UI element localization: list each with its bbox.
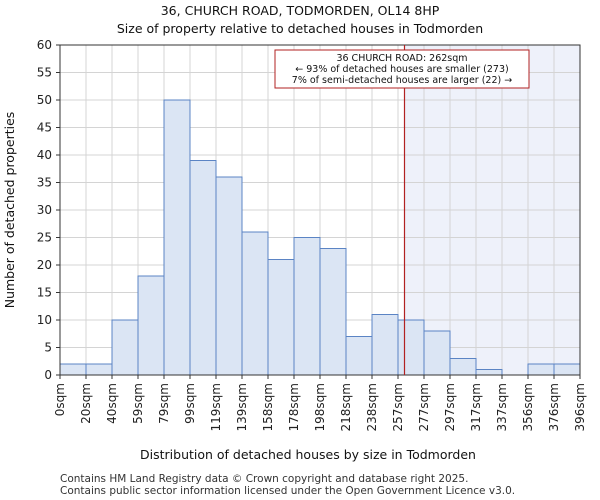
y-tick-label: 45 [37, 121, 52, 135]
y-tick-label: 10 [37, 313, 52, 327]
x-tick-label: 218sqm [339, 383, 353, 431]
y-tick-label: 20 [37, 258, 52, 272]
footer-line-2: Contains public sector information licen… [60, 485, 515, 497]
y-tick-label: 40 [37, 148, 52, 162]
x-tick-label: 238sqm [365, 383, 379, 431]
chart-title: 36, CHURCH ROAD, TODMORDEN, OL14 8HP [161, 3, 440, 18]
bar [527, 363, 555, 376]
x-tick-label: 79sqm [157, 383, 171, 424]
y-tick-label: 55 [37, 66, 52, 80]
x-tick-label: 376sqm [547, 383, 561, 431]
bar [397, 319, 425, 376]
x-tick-label: 119sqm [209, 383, 223, 431]
bar [241, 231, 269, 376]
bar [267, 259, 295, 376]
x-tick-label: 158sqm [261, 383, 275, 431]
bar [319, 248, 347, 376]
y-tick-label: 0 [44, 368, 52, 382]
bar [85, 363, 113, 376]
bar [137, 275, 165, 376]
x-tick-label: 40sqm [105, 383, 119, 424]
footer-line-1: Contains HM Land Registry data © Crown c… [60, 473, 468, 485]
x-tick-label: 59sqm [131, 383, 145, 424]
x-tick-label: 257sqm [391, 383, 405, 431]
x-tick-label: 356sqm [521, 383, 535, 431]
plot-area: 0 5 10 15 20 25 30 35 40 45 50 55 60 0sqm 20sqm 40sqm 59… [37, 38, 587, 431]
bar [371, 314, 399, 376]
y-tick-label: 25 [37, 231, 52, 245]
x-tick-label: 139sqm [235, 383, 249, 431]
bar [345, 336, 373, 376]
x-tick-label: 317sqm [469, 383, 483, 431]
x-tick-label: 396sqm [573, 383, 587, 431]
x-tick-label: 337sqm [495, 383, 509, 431]
annotation-line-1: 36 CHURCH ROAD: 262sqm [336, 53, 467, 64]
x-tick-label: 178sqm [287, 383, 301, 431]
x-tick-label: 20sqm [79, 383, 93, 424]
bar [449, 358, 477, 376]
bar [111, 319, 139, 376]
bar [59, 363, 87, 376]
x-tick-label: 297sqm [443, 383, 457, 431]
bar [215, 176, 243, 376]
y-tick-label: 60 [37, 38, 52, 52]
bar [293, 237, 321, 376]
y-axis-label: Number of detached properties [2, 112, 17, 309]
annotation-line-3: 7% of semi-detached houses are larger (2… [292, 75, 512, 86]
bar [553, 363, 581, 376]
annotation-line-2: ← 93% of detached houses are smaller (27… [295, 64, 508, 75]
x-tick-label: 198sqm [313, 383, 327, 431]
y-tick-label: 5 [44, 341, 52, 355]
y-tick-label: 30 [37, 203, 52, 217]
chart-subtitle: Size of property relative to detached ho… [117, 21, 483, 36]
bar [475, 369, 503, 376]
y-tick-label: 15 [37, 286, 52, 300]
bar [423, 330, 451, 376]
x-tick-label: 277sqm [417, 383, 431, 431]
x-tick-label: 99sqm [183, 383, 197, 424]
y-tick-label: 50 [37, 93, 52, 107]
bar [189, 160, 217, 376]
annotation-box [274, 49, 530, 89]
x-tick-label: 0sqm [53, 383, 67, 416]
bar [163, 99, 191, 376]
y-tick-label: 35 [37, 176, 52, 190]
x-axis-label: Distribution of detached houses by size … [140, 447, 476, 462]
